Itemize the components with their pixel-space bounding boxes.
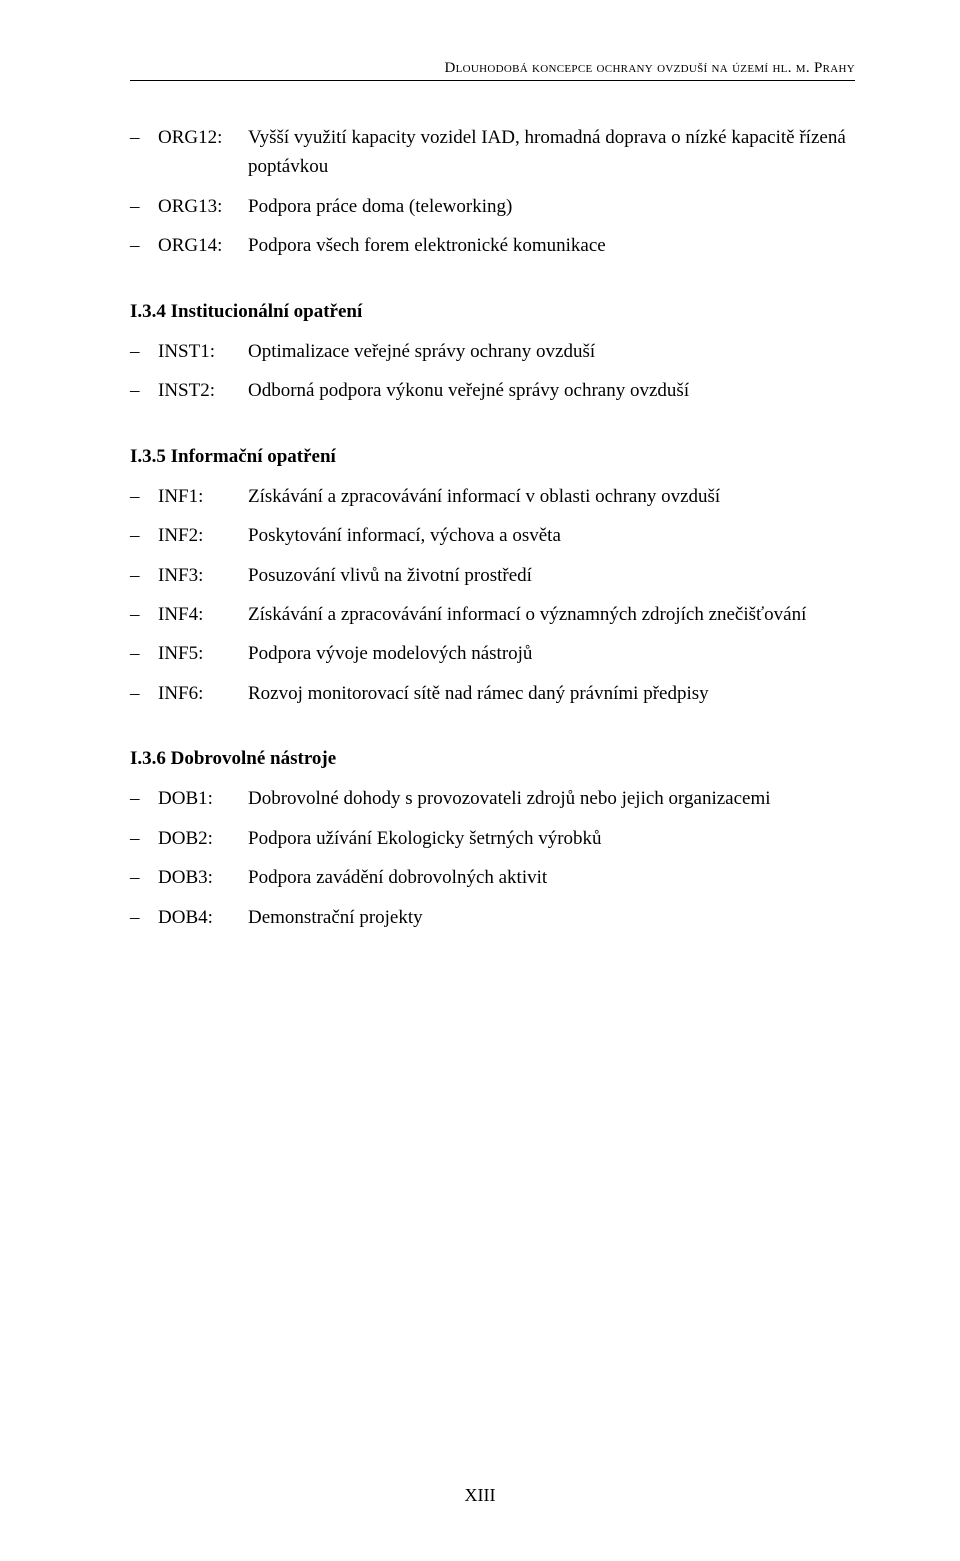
item-desc: Rozvoj monitorovací sítě nad rámec daný … — [248, 679, 855, 708]
item-code: INF1: — [158, 482, 248, 511]
item-code: INF5: — [158, 639, 248, 668]
item-desc: Vyšší využití kapacity vozidel IAD, hrom… — [248, 123, 855, 182]
item-code: ORG12: — [158, 123, 248, 182]
section-heading: I.3.6 Dobrovolné nástroje — [130, 748, 855, 770]
item-code: INST2: — [158, 376, 248, 405]
item-desc: Podpora užívání Ekologicky šetrných výro… — [248, 824, 855, 853]
section-block: – INST1: Optimalizace veřejné správy och… — [130, 337, 855, 406]
item-desc: Odborná podpora výkonu veřejné správy oc… — [248, 376, 855, 405]
dash: – — [130, 824, 158, 853]
list-item: – INF4: Získávání a zpracovávání informa… — [130, 600, 855, 629]
list-item: – INF1: Získávání a zpracovávání informa… — [130, 482, 855, 511]
item-code: INF6: — [158, 679, 248, 708]
item-desc: Podpora vývoje modelových nástrojů — [248, 639, 855, 668]
item-desc: Získávání a zpracovávání informací o výz… — [248, 600, 855, 629]
dash: – — [130, 863, 158, 892]
item-desc: Optimalizace veřejné správy ochrany ovzd… — [248, 337, 855, 366]
dash: – — [130, 337, 158, 366]
intro-block: – ORG12: Vyšší využití kapacity vozidel … — [130, 123, 855, 261]
item-code: DOB2: — [158, 824, 248, 853]
section-heading: I.3.4 Institucionální opatření — [130, 301, 855, 323]
item-desc: Posuzování vlivů na životní prostředí — [248, 561, 855, 590]
dash: – — [130, 192, 158, 221]
page-header: Dlouhodobá koncepce ochrany ovzduší na ú… — [130, 60, 855, 77]
item-desc: Získávání a zpracovávání informací v obl… — [248, 482, 855, 511]
item-code: INF3: — [158, 561, 248, 590]
item-desc: Podpora práce doma (teleworking) — [248, 192, 855, 221]
dash: – — [130, 482, 158, 511]
dash: – — [130, 600, 158, 629]
list-item: – INF5: Podpora vývoje modelových nástro… — [130, 639, 855, 668]
list-item: – INF2: Poskytování informací, výchova a… — [130, 521, 855, 550]
dash: – — [130, 521, 158, 550]
list-item: – ORG12: Vyšší využití kapacity vozidel … — [130, 123, 855, 182]
item-desc: Poskytování informací, výchova a osvěta — [248, 521, 855, 550]
item-desc: Demonstrační projekty — [248, 903, 855, 932]
dash: – — [130, 639, 158, 668]
item-code: ORG13: — [158, 192, 248, 221]
item-code: ORG14: — [158, 231, 248, 260]
item-code: DOB3: — [158, 863, 248, 892]
section-block: – INF1: Získávání a zpracovávání informa… — [130, 482, 855, 709]
dash: – — [130, 231, 158, 260]
dash: – — [130, 903, 158, 932]
item-code: INF4: — [158, 600, 248, 629]
list-item: – INST2: Odborná podpora výkonu veřejné … — [130, 376, 855, 405]
dash: – — [130, 784, 158, 813]
section-block: – DOB1: Dobrovolné dohody s provozovatel… — [130, 784, 855, 932]
list-item: – ORG13: Podpora práce doma (teleworking… — [130, 192, 855, 221]
header-rule — [130, 80, 855, 81]
dash: – — [130, 376, 158, 405]
list-item: – INST1: Optimalizace veřejné správy och… — [130, 337, 855, 366]
item-code: INF2: — [158, 521, 248, 550]
dash: – — [130, 123, 158, 182]
section-heading: I.3.5 Informační opatření — [130, 446, 855, 468]
item-code: DOB1: — [158, 784, 248, 813]
list-item: – ORG14: Podpora všech forem elektronick… — [130, 231, 855, 260]
item-desc: Podpora všech forem elektronické komunik… — [248, 231, 855, 260]
item-desc: Podpora zavádění dobrovolných aktivit — [248, 863, 855, 892]
list-item: – DOB3: Podpora zavádění dobrovolných ak… — [130, 863, 855, 892]
item-code: DOB4: — [158, 903, 248, 932]
dash: – — [130, 561, 158, 590]
page-number-footer: XIII — [0, 1485, 960, 1506]
list-item: – INF6: Rozvoj monitorovací sítě nad rám… — [130, 679, 855, 708]
list-item: – INF3: Posuzování vlivů na životní pros… — [130, 561, 855, 590]
list-item: – DOB4: Demonstrační projekty — [130, 903, 855, 932]
list-item: – DOB2: Podpora užívání Ekologicky šetrn… — [130, 824, 855, 853]
item-code: INST1: — [158, 337, 248, 366]
item-desc: Dobrovolné dohody s provozovateli zdrojů… — [248, 784, 855, 813]
dash: – — [130, 679, 158, 708]
list-item: – DOB1: Dobrovolné dohody s provozovatel… — [130, 784, 855, 813]
